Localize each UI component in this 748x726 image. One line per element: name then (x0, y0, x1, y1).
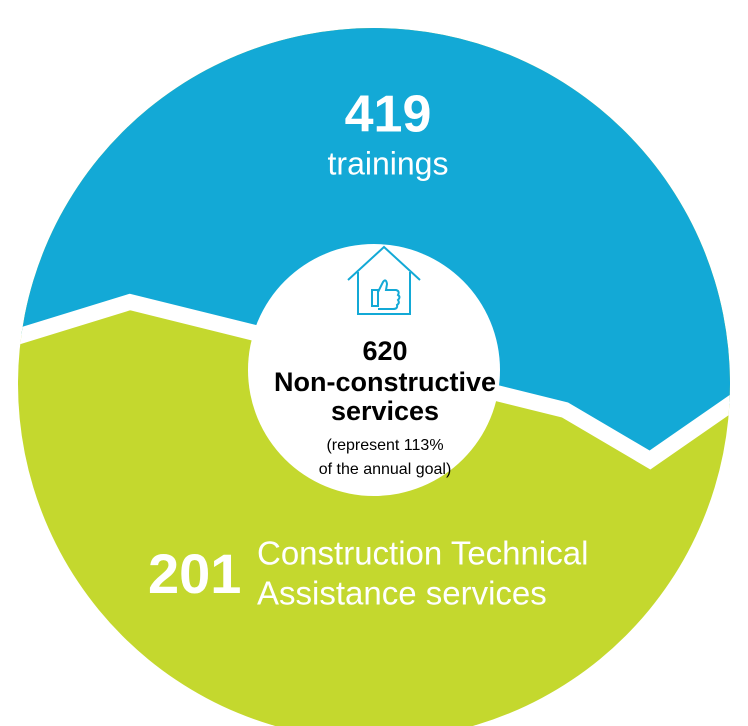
segment-label: Construction Technical (257, 535, 588, 572)
house-thumb-icon (347, 245, 421, 315)
center-note: of the annual goal) (319, 461, 452, 478)
segment-count: 419 (345, 86, 432, 144)
center-note: (represent 113% (326, 437, 443, 454)
blue-segment (18, 28, 730, 460)
center-label: Non-constructive (274, 367, 496, 397)
segment-label: trainings (328, 145, 449, 181)
segment-count: 201 (148, 542, 241, 605)
center-circle (248, 244, 500, 496)
center-count: 620 (362, 336, 407, 366)
center-label: services (331, 396, 439, 426)
divider (18, 293, 730, 470)
segment-label: Assistance services (257, 575, 547, 612)
